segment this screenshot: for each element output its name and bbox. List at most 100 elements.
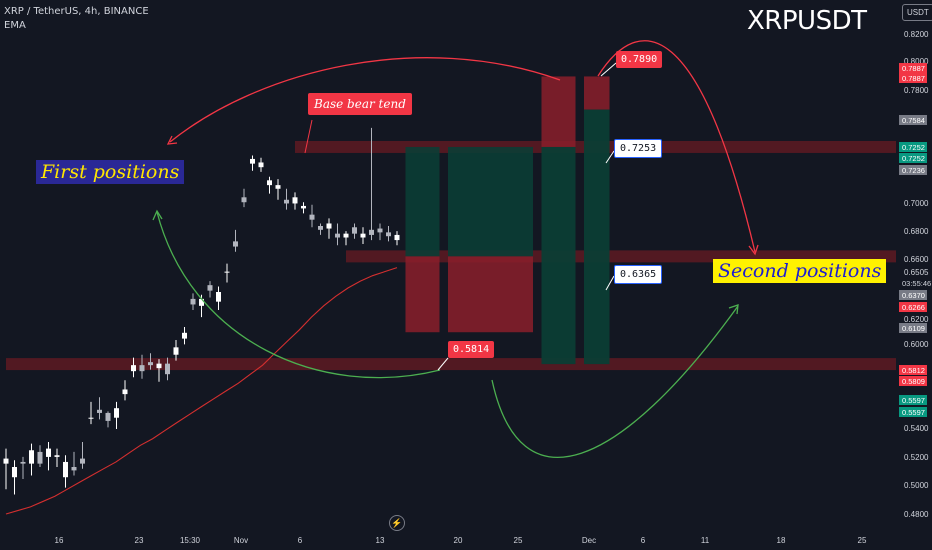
time-tick-label: 11 <box>701 536 710 545</box>
pointer-07253 <box>605 150 615 164</box>
candle-body <box>182 332 187 339</box>
price-axis[interactable]: 0.8200 0.8000 0.7800 0.7000 0.6800 0.6600 0.65… <box>896 0 932 550</box>
candle-body <box>360 233 366 238</box>
key-level-zone <box>6 358 896 371</box>
ema-polyline <box>5 267 398 515</box>
candle-body <box>386 232 391 237</box>
green-arrowhead-left <box>152 209 163 221</box>
time-tick-label: 13 <box>376 536 385 545</box>
price-badge <box>899 63 927 73</box>
candle-body <box>131 365 136 372</box>
loss-zone <box>584 76 610 110</box>
candle-body <box>233 241 238 247</box>
price-badge-label: 0.5597 <box>902 396 925 405</box>
time-tick-label: 16 <box>55 536 64 545</box>
time-tick-label: Dec <box>582 536 596 545</box>
price-badge <box>899 376 927 386</box>
candle-body <box>97 409 102 413</box>
candle-body <box>190 298 196 305</box>
trade-boxes <box>405 76 610 365</box>
candle-body <box>377 228 383 233</box>
lightning-icon[interactable]: ⚡ <box>389 515 405 531</box>
price-badge <box>899 165 927 175</box>
candle-body <box>318 226 323 230</box>
price-tick-label: 0.5200 <box>904 453 929 462</box>
price-badge-label: 0.5812 <box>902 366 925 375</box>
indicator-label: EMA <box>4 20 26 31</box>
price-tick-label: 0.5400 <box>904 424 929 433</box>
symbol-line: XRP / TetherUS, 4h, BINANCE <box>4 6 149 17</box>
price-badge-label: 0.7887 <box>902 64 925 73</box>
time-tick-label: 23 <box>135 536 144 545</box>
price-badge-label: 0.7584 <box>902 116 925 125</box>
base-bear-pointer <box>304 119 313 154</box>
green-arrowhead-right <box>728 304 739 315</box>
candle-body <box>241 197 247 203</box>
price-tick-label: 0.7800 <box>904 86 929 95</box>
pointer-0789 <box>600 62 617 77</box>
candle-body <box>20 461 26 464</box>
price-badge <box>899 290 927 300</box>
candle-body <box>114 408 119 418</box>
price-badge <box>899 142 927 152</box>
price-badge-label: 0.7236 <box>902 166 925 175</box>
price-badge <box>899 115 927 125</box>
candle-body <box>63 461 68 478</box>
price-badge <box>899 407 927 417</box>
currency-badge[interactable]: USDT <box>902 4 932 21</box>
profit-zone <box>405 146 440 257</box>
price-tick-label: 0.8200 <box>904 30 929 39</box>
loss-zone <box>405 256 440 333</box>
price-tick-label: 0.6200 <box>904 315 929 324</box>
time-axis-bg <box>0 530 932 550</box>
candle-body <box>224 271 230 273</box>
price-badge-label: 0.7252 <box>902 143 925 152</box>
price-badge-label: 0.6266 <box>902 303 925 312</box>
time-axis[interactable]: 16 23 15:30 Nov 6 13 20 25 Dec 6 11 18 25 <box>0 530 932 550</box>
time-tick-label: 6 <box>298 536 303 545</box>
candle-body <box>46 448 51 457</box>
pointer-06365 <box>605 275 615 291</box>
candle-body <box>80 458 85 464</box>
loss-zone <box>448 256 533 333</box>
level-label-07253: 0.7253 <box>614 139 663 158</box>
price-badge <box>899 73 927 83</box>
second-positions-label: Second positions <box>713 259 887 283</box>
price-axis-bg <box>896 0 932 550</box>
candle-body <box>284 199 289 204</box>
profit-zone <box>448 146 533 257</box>
time-tick-label: 18 <box>777 536 786 545</box>
time-tick-label: 20 <box>454 536 463 545</box>
candle-body <box>352 227 357 234</box>
red-curve-left <box>169 57 561 143</box>
pointer-05814 <box>437 357 449 371</box>
time-tick-label: 25 <box>858 536 867 545</box>
time-tick-label: 6 <box>641 536 646 545</box>
candle-body <box>54 455 60 457</box>
green-curve-left <box>156 211 441 379</box>
price-badge <box>899 302 927 312</box>
candle-body <box>12 467 17 478</box>
price-badge-label: 0.5597 <box>902 408 925 417</box>
candles <box>3 127 400 495</box>
annotation-arrows <box>152 40 759 458</box>
candle-body <box>199 298 204 306</box>
candle-body <box>37 451 43 464</box>
candle-body <box>275 185 281 189</box>
red-arrowhead-left <box>166 135 178 145</box>
candle-body <box>156 363 162 369</box>
price-badge-label: 0.7887 <box>902 74 925 83</box>
price-tick-label: 0.5000 <box>904 481 929 490</box>
candle-body <box>165 363 170 375</box>
price-badge <box>899 153 927 163</box>
profit-zone <box>584 109 610 365</box>
red-curve-right <box>597 40 756 253</box>
level-label-06365: 0.6365 <box>614 265 663 284</box>
candle-body <box>148 362 153 366</box>
candle-body <box>3 458 9 464</box>
candle-body <box>394 234 400 241</box>
price-tick-label: 0.6000 <box>904 340 929 349</box>
price-badge-label: 0.5809 <box>902 377 925 386</box>
candle-body <box>343 233 349 238</box>
